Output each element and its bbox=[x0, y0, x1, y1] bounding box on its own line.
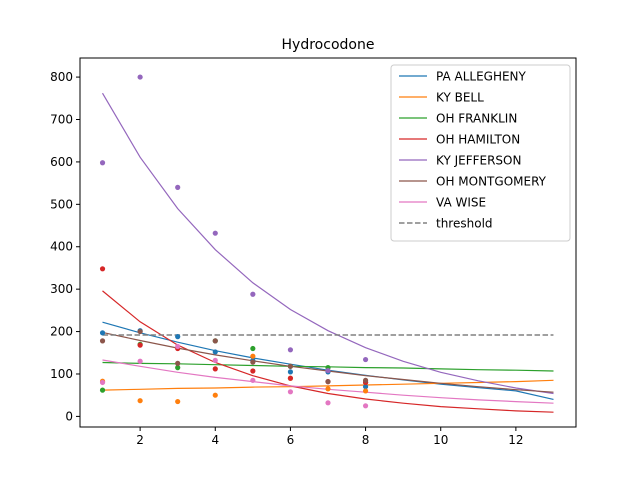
y-tick-label-100: 100 bbox=[50, 367, 73, 381]
data-point-5-0 bbox=[99, 338, 106, 344]
data-point-4-0 bbox=[99, 160, 106, 166]
chart-title: Hydrocodone bbox=[282, 37, 375, 53]
data-point-0-2 bbox=[175, 334, 181, 340]
fit-line-3 bbox=[102, 290, 554, 413]
data-point-6-6 bbox=[325, 400, 331, 406]
legend-label-4: KY JEFFERSON bbox=[436, 154, 521, 168]
x-tick-label-10: 10 bbox=[433, 433, 448, 447]
legend-label-7: threshold bbox=[436, 217, 493, 231]
data-point-6-3 bbox=[212, 357, 218, 364]
data-point-4-3 bbox=[212, 230, 218, 236]
y-tick-label-600: 600 bbox=[50, 155, 73, 169]
legend-label-6: VA WISE bbox=[436, 196, 486, 210]
x-tick-label-2: 2 bbox=[136, 433, 144, 447]
x-tick-label-6: 6 bbox=[287, 433, 295, 447]
legend-label-5: OH MONTGOMERY bbox=[436, 175, 547, 189]
fit-line-4 bbox=[101, 92, 554, 395]
data-point-5-7 bbox=[362, 377, 369, 383]
x-tick-label-8: 8 bbox=[362, 433, 370, 447]
y-tick-label-200: 200 bbox=[50, 325, 73, 339]
data-point-5-3 bbox=[212, 338, 218, 344]
x-tick-label-4: 4 bbox=[211, 433, 219, 447]
y-tick-label-500: 500 bbox=[50, 197, 73, 211]
x-tick-label-12: 12 bbox=[508, 433, 523, 447]
data-point-3-3 bbox=[212, 366, 218, 372]
data-point-3-4 bbox=[250, 368, 256, 374]
y-tick-label-800: 800 bbox=[50, 70, 73, 84]
y-tick-label-300: 300 bbox=[50, 282, 73, 296]
data-point-6-1 bbox=[137, 358, 143, 364]
legend-label-2: OH FRANKLIN bbox=[436, 112, 517, 126]
data-point-1-2 bbox=[175, 398, 181, 405]
data-point-4-1 bbox=[137, 74, 143, 80]
data-point-1-4 bbox=[250, 353, 256, 359]
data-point-5-4 bbox=[250, 359, 256, 365]
data-point-3-1 bbox=[137, 342, 143, 348]
data-point-0-3 bbox=[212, 349, 218, 355]
data-point-3-5 bbox=[287, 375, 294, 381]
data-point-4-5 bbox=[287, 347, 294, 353]
data-point-1-7 bbox=[362, 388, 369, 394]
data-point-2-0 bbox=[99, 387, 106, 393]
legend: PA ALLEGHENY KY BELL OH FRANKLIN OH HAMILTO… bbox=[390, 64, 571, 242]
data-point-5-6 bbox=[325, 379, 331, 385]
data-point-0-0 bbox=[99, 330, 106, 336]
data-point-6-7 bbox=[362, 403, 369, 409]
y-tick-label-700: 700 bbox=[50, 113, 73, 127]
fit-line-1 bbox=[102, 379, 554, 391]
legend-box bbox=[390, 64, 571, 242]
data-point-5-1 bbox=[137, 328, 143, 335]
data-point-4-2 bbox=[175, 184, 181, 190]
data-point-0-5 bbox=[287, 369, 294, 375]
data-point-4-4 bbox=[250, 291, 256, 297]
data-point-4-6 bbox=[325, 367, 331, 374]
data-point-2-4 bbox=[250, 345, 256, 352]
data-point-6-0 bbox=[99, 379, 106, 386]
data-point-1-3 bbox=[212, 392, 218, 398]
legend-label-1: KY BELL bbox=[436, 91, 484, 105]
data-point-2-2 bbox=[175, 365, 181, 371]
data-point-1-6 bbox=[325, 386, 331, 392]
legend-label-0: PA ALLEGHENY bbox=[436, 70, 527, 84]
legend-label-3: OH HAMILTON bbox=[436, 133, 520, 147]
y-tick-label-0: 0 bbox=[65, 409, 73, 423]
data-point-4-7 bbox=[362, 356, 369, 363]
data-point-5-5 bbox=[287, 363, 294, 369]
y-tick-label-400: 400 bbox=[50, 240, 73, 254]
axes-frame bbox=[79, 57, 577, 428]
data-point-5-2 bbox=[175, 360, 181, 366]
data-point-6-5 bbox=[287, 389, 294, 395]
axes: 2 4 6 8 10 12 0 100 200 300 400 500 600 700 800 bbox=[50, 57, 577, 447]
data-point-6-2 bbox=[175, 343, 181, 350]
data-point-6-4 bbox=[250, 377, 256, 383]
data-point-1-1 bbox=[137, 398, 143, 404]
plot-area bbox=[99, 74, 554, 413]
data-point-0-7 bbox=[362, 384, 369, 390]
data-point-3-0 bbox=[99, 266, 106, 272]
